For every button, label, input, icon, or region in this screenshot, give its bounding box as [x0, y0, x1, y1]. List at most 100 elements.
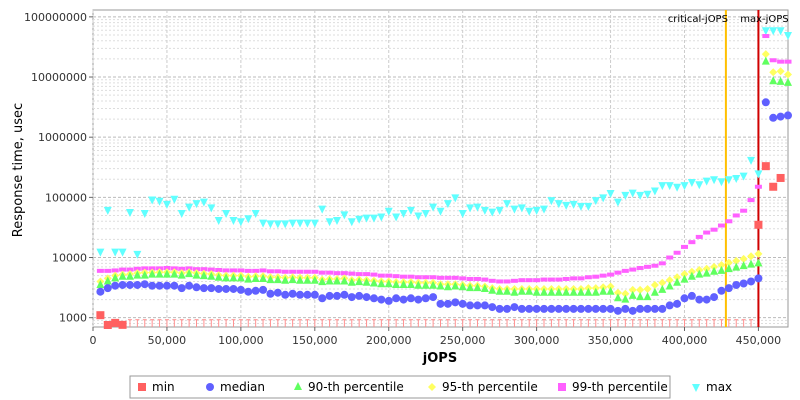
- data-point: [199, 198, 208, 207]
- data-point: [296, 290, 305, 299]
- data-point: [458, 282, 467, 291]
- data-point: [525, 304, 534, 313]
- data-point: [784, 59, 792, 64]
- data-point: [739, 172, 748, 181]
- data-point: [621, 294, 630, 303]
- y-tick-label: 1000000: [38, 131, 87, 144]
- data-point: [148, 269, 157, 278]
- data-point: [200, 267, 208, 272]
- data-point: [333, 271, 341, 276]
- data-point: [673, 299, 682, 308]
- data-point: [599, 286, 608, 295]
- data-point: [281, 290, 290, 299]
- data-point: [199, 271, 208, 280]
- data-point: [488, 278, 496, 283]
- data-point: [369, 278, 378, 287]
- x-tick-label: 200,000: [366, 334, 412, 347]
- series-99-th-percentile: [96, 34, 792, 284]
- data-point: [473, 283, 482, 292]
- data-point: [650, 280, 659, 289]
- data-point: [702, 177, 711, 186]
- data-point: [739, 261, 748, 270]
- data-point: [281, 220, 290, 229]
- data-point: [680, 270, 689, 279]
- data-point: [636, 285, 645, 294]
- data-point: [554, 200, 563, 209]
- data-point: [303, 290, 312, 299]
- data-point: [577, 276, 585, 281]
- data-point: [650, 287, 659, 296]
- data-point: [554, 287, 563, 296]
- data-point: [207, 284, 216, 293]
- legend-item: max: [692, 380, 732, 394]
- data-point: [155, 269, 164, 278]
- data-point: [584, 304, 593, 313]
- legend-marker: [558, 383, 566, 391]
- data-point: [636, 191, 645, 200]
- data-point: [784, 70, 792, 79]
- data-point: [214, 272, 223, 281]
- data-point: [673, 277, 682, 286]
- data-point: [355, 291, 364, 300]
- data-point: [155, 281, 164, 290]
- data-point: [236, 218, 245, 227]
- data-point: [436, 281, 445, 290]
- data-point: [503, 200, 512, 209]
- data-point: [488, 303, 497, 312]
- data-point: [628, 290, 637, 299]
- data-point: [140, 280, 149, 289]
- data-point: [207, 271, 216, 280]
- data-point: [155, 197, 164, 206]
- data-point: [111, 268, 119, 273]
- data-point: [606, 190, 615, 199]
- data-point: [177, 284, 186, 293]
- data-point: [769, 113, 778, 122]
- data-point: [229, 273, 238, 282]
- data-point: [392, 213, 401, 222]
- data-point: [296, 219, 305, 228]
- data-point: [665, 182, 674, 191]
- data-point: [776, 173, 785, 182]
- data-point: [732, 256, 741, 265]
- data-point: [776, 67, 785, 76]
- data-point: [747, 259, 756, 268]
- data-point: [613, 293, 622, 302]
- data-point: [784, 111, 792, 120]
- data-point: [273, 220, 282, 229]
- data-point: [562, 276, 570, 281]
- data-point: [318, 277, 327, 286]
- legend-item: 95-th percentile: [428, 380, 538, 394]
- data-point: [392, 294, 401, 303]
- data-point: [732, 280, 741, 289]
- data-point: [717, 286, 726, 295]
- data-point: [473, 276, 481, 281]
- data-point: [717, 178, 726, 187]
- data-point: [111, 318, 120, 327]
- data-point: [732, 174, 741, 183]
- data-point: [488, 208, 497, 217]
- data-point: [747, 277, 756, 286]
- data-point: [370, 272, 378, 277]
- data-point: [392, 279, 401, 288]
- data-point: [481, 277, 489, 282]
- data-point: [318, 294, 327, 303]
- x-tick-label: 0: [90, 334, 97, 347]
- data-point: [185, 269, 194, 278]
- data-point: [133, 250, 142, 259]
- data-point: [754, 220, 763, 229]
- data-point: [495, 206, 504, 215]
- legend-marker: [692, 384, 700, 392]
- data-point: [251, 273, 260, 282]
- data-point: [310, 290, 319, 299]
- data-point: [104, 268, 112, 273]
- data-point: [606, 304, 615, 313]
- data-point: [710, 227, 718, 232]
- data-point: [695, 269, 704, 278]
- data-point: [776, 76, 785, 85]
- data-point: [377, 279, 386, 288]
- y-axis-ticks: 1000 10000 100000 1000000 10000000 100000000: [24, 11, 93, 325]
- data-point: [732, 213, 740, 218]
- data-point: [503, 279, 511, 284]
- legend-item: min: [138, 380, 175, 394]
- y-tick-label: 10000000: [31, 71, 87, 84]
